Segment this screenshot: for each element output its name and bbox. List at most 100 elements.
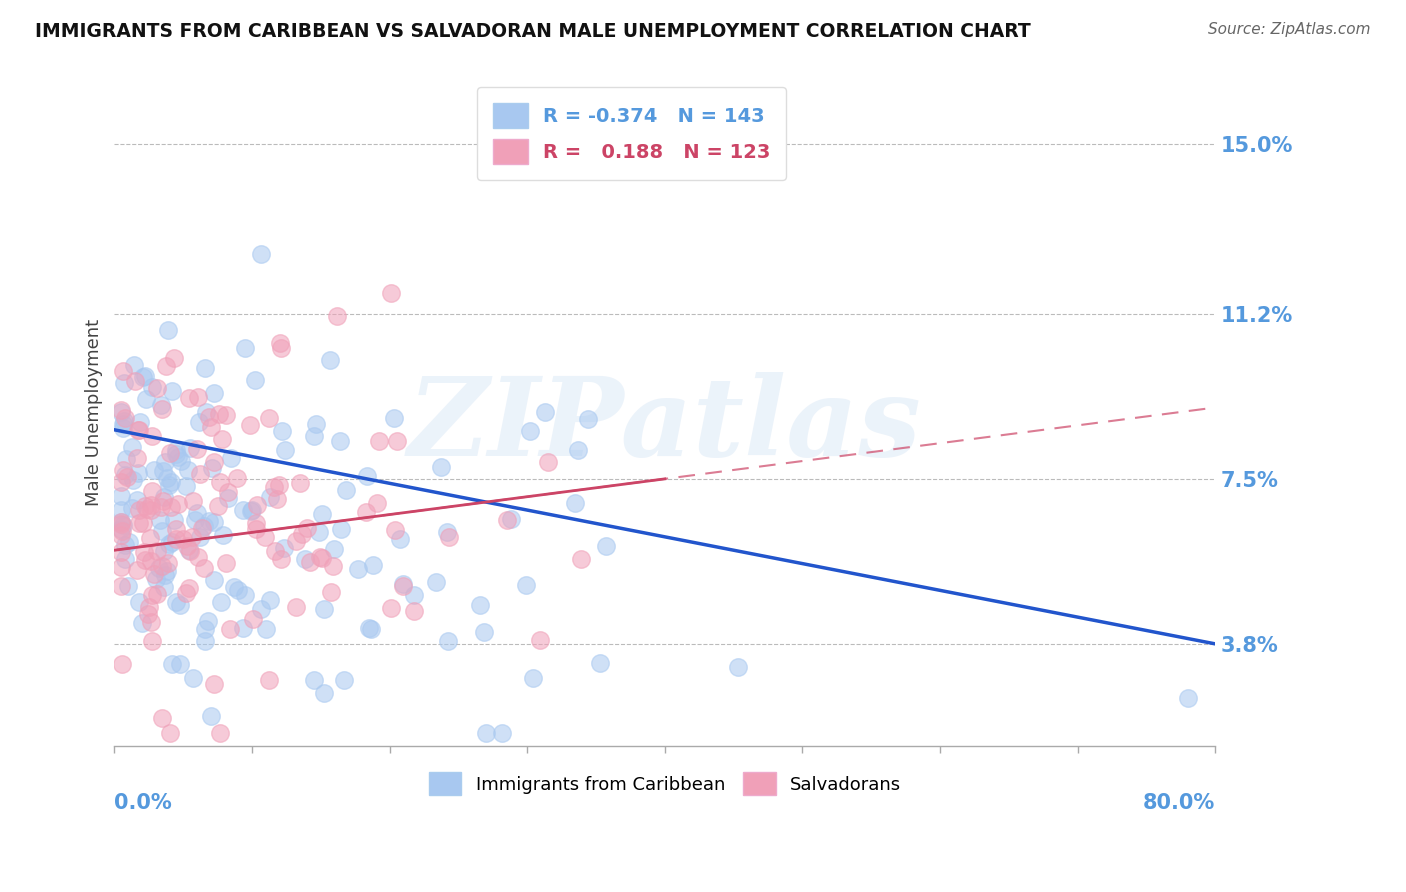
Point	[195, 405, 218, 419]
Point	[111, 518, 134, 533]
Point	[127, 466, 149, 480]
Point	[329, 434, 352, 448]
Point	[135, 392, 157, 406]
Point	[138, 531, 160, 545]
Point	[111, 421, 134, 435]
Point	[325, 309, 347, 323]
Point	[437, 634, 460, 648]
Point	[245, 522, 267, 536]
Point	[191, 521, 214, 535]
Point	[159, 446, 181, 460]
Point	[430, 459, 453, 474]
Point	[226, 471, 249, 485]
Point	[156, 564, 179, 578]
Point	[134, 500, 156, 514]
Point	[152, 494, 174, 508]
Point	[193, 561, 215, 575]
Point	[136, 607, 159, 621]
Point	[200, 420, 222, 434]
Point	[202, 676, 225, 690]
Point	[110, 489, 132, 503]
Point	[356, 469, 378, 483]
Point	[141, 633, 163, 648]
Point	[115, 469, 138, 483]
Point	[402, 588, 425, 602]
Point	[285, 534, 308, 549]
Point	[111, 463, 134, 477]
Legend: Immigrants from Caribbean, Salvadorans: Immigrants from Caribbean, Salvadorans	[419, 763, 910, 805]
Point	[246, 498, 269, 512]
Point	[209, 726, 232, 740]
Point	[233, 588, 256, 602]
Point	[392, 576, 415, 591]
Point	[529, 632, 551, 647]
Point	[150, 524, 173, 538]
Point	[112, 376, 135, 390]
Point	[368, 434, 391, 448]
Point	[127, 423, 149, 437]
Point	[152, 464, 174, 478]
Point	[267, 477, 290, 491]
Point	[436, 524, 458, 539]
Point	[197, 614, 219, 628]
Point	[330, 522, 353, 536]
Point	[360, 623, 382, 637]
Point	[202, 386, 225, 401]
Point	[162, 384, 184, 398]
Point	[569, 551, 592, 566]
Point	[121, 440, 143, 454]
Point	[110, 560, 132, 574]
Point	[215, 408, 238, 422]
Point	[181, 494, 204, 508]
Point	[291, 527, 314, 541]
Point	[197, 514, 219, 528]
Point	[363, 558, 385, 572]
Point	[402, 604, 425, 618]
Text: 0.0%: 0.0%	[114, 793, 172, 814]
Point	[259, 411, 281, 425]
Point	[387, 434, 409, 448]
Point	[243, 373, 266, 387]
Point	[111, 524, 134, 538]
Point	[143, 463, 166, 477]
Point	[499, 512, 522, 526]
Point	[270, 341, 292, 355]
Point	[333, 673, 356, 687]
Point	[217, 491, 239, 506]
Point	[184, 513, 207, 527]
Point	[110, 517, 132, 532]
Point	[141, 483, 163, 498]
Point	[208, 475, 231, 490]
Point	[356, 505, 378, 519]
Point	[131, 615, 153, 630]
Point	[145, 572, 167, 586]
Point	[271, 424, 294, 438]
Point	[380, 285, 402, 300]
Point	[174, 585, 197, 599]
Point	[177, 581, 200, 595]
Point	[110, 579, 132, 593]
Point	[128, 516, 150, 530]
Point	[150, 401, 173, 416]
Point	[366, 496, 388, 510]
Point	[179, 544, 201, 558]
Point	[259, 593, 281, 607]
Point	[297, 521, 319, 535]
Point	[153, 544, 176, 558]
Point	[232, 503, 254, 517]
Point	[576, 412, 599, 426]
Point	[193, 519, 215, 533]
Point	[152, 580, 174, 594]
Point	[139, 554, 162, 568]
Text: 80.0%: 80.0%	[1143, 793, 1215, 814]
Point	[148, 561, 170, 575]
Point	[314, 602, 336, 616]
Text: IMMIGRANTS FROM CARIBBEAN VS SALVADORAN MALE UNEMPLOYMENT CORRELATION CHART: IMMIGRANTS FROM CARIBBEAN VS SALVADORAN …	[35, 22, 1031, 41]
Point	[319, 352, 342, 367]
Point	[233, 341, 256, 355]
Point	[112, 414, 135, 428]
Point	[302, 429, 325, 443]
Point	[110, 545, 132, 559]
Point	[111, 364, 134, 378]
Point	[470, 598, 492, 612]
